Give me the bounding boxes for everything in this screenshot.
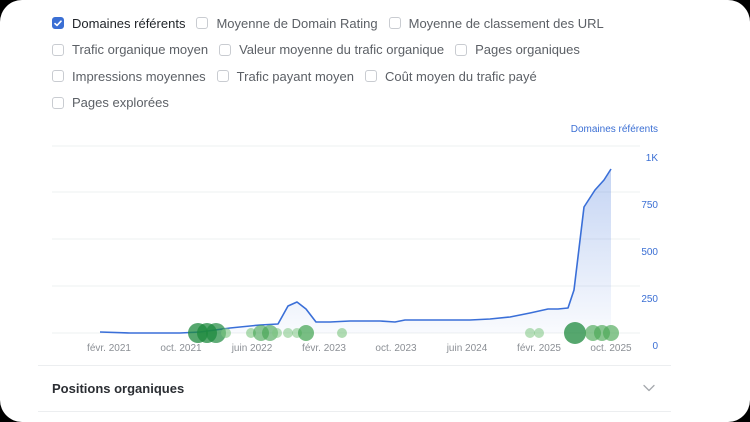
x-tick: févr. 2021: [87, 343, 131, 354]
y-tick-500: 500: [641, 247, 658, 258]
option-valeur-moyenne-trafic[interactable]: Valeur moyenne du trafic organique: [219, 42, 444, 57]
option-pages-explorees[interactable]: Pages explorées: [52, 95, 169, 110]
option-label: Pages explorées: [72, 95, 169, 111]
option-label: Domaines référents: [72, 15, 186, 31]
checkbox-icon[interactable]: [364, 70, 377, 83]
option-trafic-organique-moyen[interactable]: Trafic organique moyen: [52, 42, 208, 57]
y-tick-750: 750: [641, 200, 658, 211]
area-fill: [100, 169, 611, 333]
option-label: Moyenne de Domain Rating: [216, 15, 378, 31]
options-row-4: Pages explorées: [52, 90, 670, 117]
option-label: Valeur moyenne du trafic organique: [239, 42, 445, 58]
gridlines: [52, 145, 640, 334]
checkbox-icon[interactable]: [52, 96, 64, 109]
x-tick: oct. 2023: [375, 343, 417, 354]
accordion-title: Positions organiques: [52, 381, 185, 396]
option-moyenne-classement-url[interactable]: Moyenne de classement des URL: [388, 15, 604, 31]
event-markers: [188, 322, 619, 344]
option-label: Trafic organique moyen: [72, 42, 209, 58]
option-pages-organiques[interactable]: Pages organiques: [455, 42, 580, 57]
checkbox-icon[interactable]: [216, 70, 229, 83]
checkbox-icon[interactable]: [52, 43, 64, 56]
series-axis-label: Domaines référents: [570, 124, 658, 135]
checkbox-icon[interactable]: [219, 43, 232, 56]
x-tick: juin 2024: [446, 343, 488, 354]
x-tick: févr. 2025: [517, 343, 561, 354]
option-label: Moyenne de classement des URL: [408, 15, 604, 31]
option-trafic-payant-moyen[interactable]: Trafic payant moyen: [216, 68, 354, 84]
x-tick: oct. 2021: [160, 343, 202, 354]
y-tick-0: 0: [652, 341, 658, 352]
options-row-1: Domaines référents Moyenne de Domain Rat…: [52, 10, 670, 37]
checkbox-checked-icon[interactable]: [52, 17, 64, 30]
options-row-2: Trafic organique moyen Valeur moyenne du…: [52, 37, 670, 64]
checkbox-icon[interactable]: [196, 17, 209, 30]
options-row-3: Impressions moyennes Trafic payant moyen…: [52, 63, 670, 90]
x-tick: oct. 2025: [590, 343, 632, 354]
checkbox-icon[interactable]: [388, 17, 401, 30]
option-label: Pages organiques: [475, 42, 580, 58]
option-label: Impressions moyennes: [72, 68, 206, 84]
chevron-down-icon[interactable]: [642, 383, 656, 393]
checkbox-icon[interactable]: [52, 70, 64, 83]
x-tick: juin 2022: [231, 343, 273, 354]
x-tick: févr. 2023: [302, 343, 346, 354]
option-label: Coût moyen du trafic payé: [384, 68, 537, 84]
domaines-referents-line: [99, 168, 612, 334]
option-cout-moyen-trafic-paye[interactable]: Coût moyen du trafic payé: [364, 68, 537, 84]
option-impressions-moyennes[interactable]: Impressions moyennes: [52, 69, 206, 84]
metric-options: Domaines référents Moyenne de Domain Rat…: [52, 10, 670, 116]
option-moyenne-domain-rating[interactable]: Moyenne de Domain Rating: [196, 15, 378, 31]
y-tick-250: 250: [641, 294, 658, 305]
checkbox-icon[interactable]: [455, 43, 468, 56]
option-label: Trafic payant moyen: [236, 68, 354, 84]
divider: [38, 411, 671, 412]
y-tick-1k: 1K: [645, 153, 658, 164]
option-domaines-referents[interactable]: Domaines référents: [52, 16, 185, 31]
divider: [38, 365, 671, 366]
